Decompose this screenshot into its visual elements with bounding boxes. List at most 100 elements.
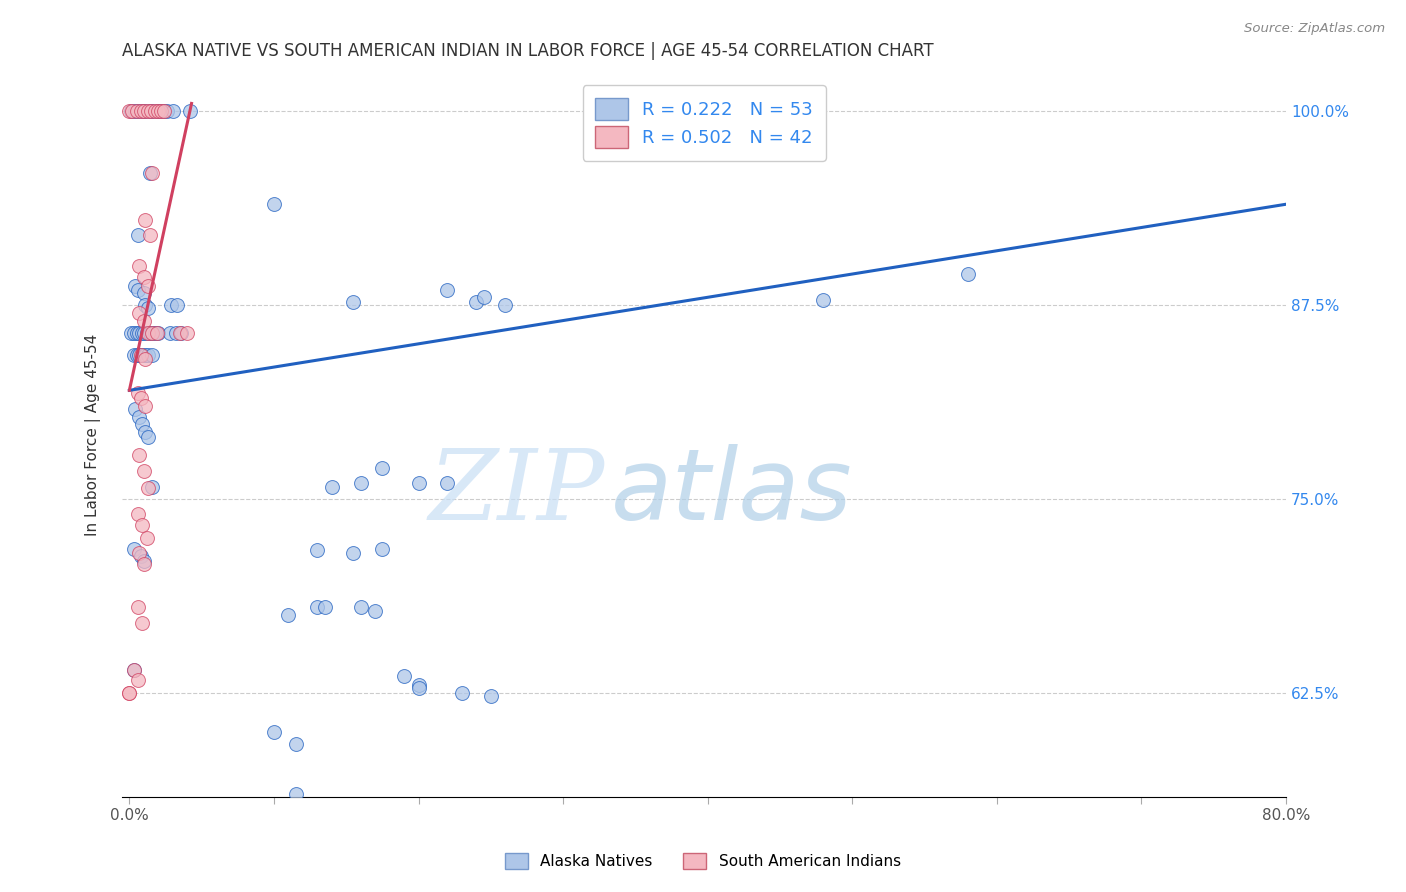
Point <box>165 326 187 340</box>
Point <box>132 557 155 571</box>
Point <box>342 295 364 310</box>
Point <box>148 104 170 119</box>
Point <box>139 104 162 119</box>
Point <box>408 476 430 491</box>
Point <box>129 104 152 119</box>
Point <box>118 104 141 119</box>
Point <box>153 104 176 119</box>
Point <box>120 326 142 340</box>
Point <box>436 283 458 297</box>
Point <box>141 326 163 340</box>
Point <box>127 386 149 401</box>
Point <box>118 686 141 700</box>
Text: atlas: atlas <box>612 444 852 541</box>
Point <box>156 104 179 119</box>
Point <box>128 449 150 463</box>
Point <box>408 681 430 695</box>
Point <box>277 608 299 623</box>
Point <box>148 326 170 340</box>
Point <box>350 476 373 491</box>
Point <box>129 348 152 362</box>
Point <box>160 298 183 312</box>
Point <box>131 326 153 340</box>
Point <box>138 104 160 119</box>
Point <box>132 313 155 327</box>
Point <box>813 293 835 308</box>
Point <box>150 104 173 119</box>
Point <box>321 479 343 493</box>
Point <box>307 543 329 558</box>
Point <box>136 301 159 315</box>
Point <box>127 673 149 688</box>
Point <box>135 326 157 340</box>
Point <box>162 104 184 119</box>
Point <box>134 352 156 367</box>
Point <box>118 686 141 700</box>
Point <box>138 166 160 180</box>
Point <box>141 479 163 493</box>
Point <box>132 285 155 300</box>
Point <box>125 104 148 119</box>
Point <box>122 663 145 677</box>
Point <box>146 104 169 119</box>
Point <box>145 326 167 340</box>
Point <box>408 678 430 692</box>
Point <box>131 417 153 432</box>
Point <box>136 326 159 340</box>
Point <box>129 391 152 405</box>
Point <box>956 267 979 281</box>
Point <box>122 348 145 362</box>
Point <box>314 600 336 615</box>
Point <box>121 104 143 119</box>
Legend: Alaska Natives, South American Indians: Alaska Natives, South American Indians <box>499 847 907 875</box>
Point <box>371 541 394 556</box>
Point <box>479 689 502 703</box>
Point <box>169 326 191 340</box>
Point <box>153 104 176 119</box>
Point <box>136 104 159 119</box>
Point <box>350 600 373 615</box>
Point <box>141 166 163 180</box>
Point <box>127 228 149 243</box>
Point <box>128 348 150 362</box>
Point <box>132 104 155 119</box>
Point <box>127 104 149 119</box>
Point <box>465 295 488 310</box>
Point <box>141 326 163 340</box>
Point <box>128 546 150 560</box>
Point <box>131 348 153 362</box>
Point <box>138 228 160 243</box>
Point <box>342 546 364 560</box>
Point <box>132 270 155 285</box>
Y-axis label: In Labor Force | Age 45-54: In Labor Force | Age 45-54 <box>86 334 101 536</box>
Point <box>149 104 172 119</box>
Point <box>371 461 394 475</box>
Point <box>132 554 155 568</box>
Point <box>127 600 149 615</box>
Point <box>179 104 201 119</box>
Point <box>131 104 153 119</box>
Point <box>166 298 188 312</box>
Point <box>159 326 181 340</box>
Point <box>135 531 157 545</box>
Point <box>364 603 387 617</box>
Point <box>124 104 146 119</box>
Point <box>136 348 159 362</box>
Point <box>284 737 307 751</box>
Point <box>494 298 516 312</box>
Point <box>128 306 150 320</box>
Point <box>146 326 169 340</box>
Point <box>170 326 193 340</box>
Point <box>127 508 149 522</box>
Point <box>263 197 285 211</box>
Text: ALASKA NATIVE VS SOUTH AMERICAN INDIAN IN LABOR FORCE | AGE 45-54 CORRELATION CH: ALASKA NATIVE VS SOUTH AMERICAN INDIAN I… <box>122 42 934 60</box>
Point <box>136 279 159 293</box>
Point <box>122 541 145 556</box>
Point <box>138 326 160 340</box>
Point <box>131 615 153 630</box>
Point <box>145 104 167 119</box>
Point <box>125 348 148 362</box>
Point <box>136 481 159 495</box>
Point <box>134 212 156 227</box>
Point <box>131 518 153 533</box>
